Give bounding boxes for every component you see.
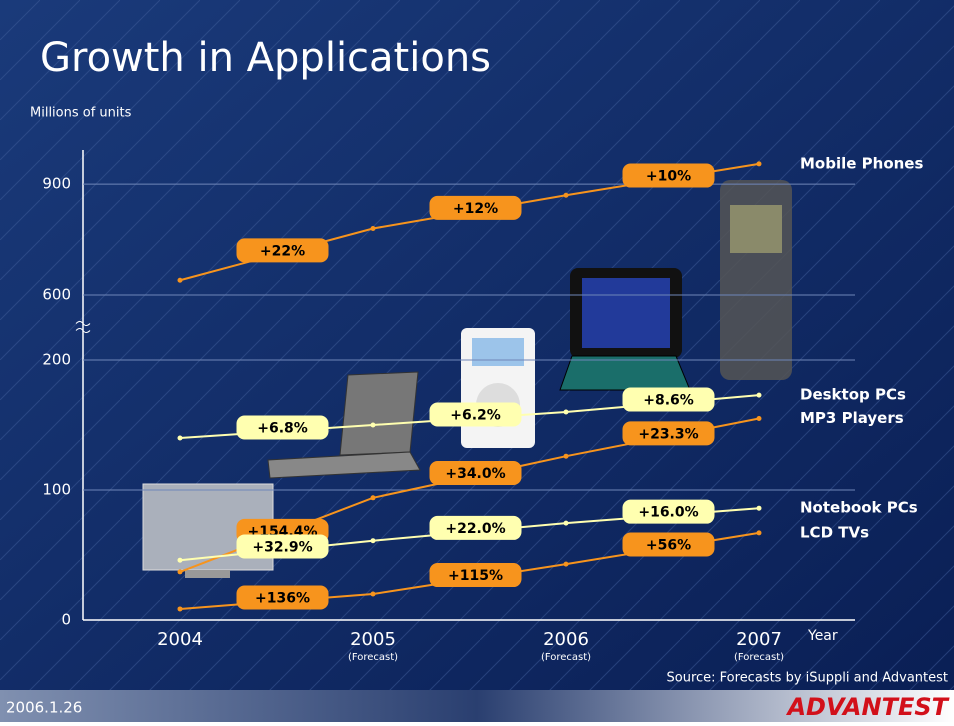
legend-label: LCD TVs	[800, 523, 869, 541]
y-tick-label: 0	[61, 611, 71, 629]
title: Growth in Applications	[40, 35, 491, 81]
legend-label: MP3 Players	[800, 409, 904, 427]
data-point	[563, 192, 569, 198]
y-tick-label: 100	[42, 481, 71, 499]
x-sublabel: (Forecast)	[348, 652, 398, 663]
growth-label-box	[429, 461, 522, 485]
data-point	[563, 453, 569, 459]
source: Source: Forecasts by iSuppli and Advante…	[667, 671, 949, 686]
growth-label-box	[622, 163, 715, 188]
x-tick-label: 2004	[157, 629, 203, 650]
growth-label-box	[429, 563, 522, 588]
x-tick-label: 2005	[350, 629, 396, 650]
data-point	[563, 561, 569, 567]
growth-label: +22%	[260, 243, 305, 259]
data-point	[370, 226, 376, 231]
x-sublabel: (Forecast)	[734, 652, 784, 663]
axis-break	[75, 321, 91, 333]
data-point	[370, 495, 376, 501]
growth-label-box	[236, 238, 329, 263]
growth-label-box	[429, 402, 522, 427]
growth-label-box	[236, 415, 329, 440]
growth-label-box	[429, 195, 522, 220]
logo: ADVANTEST	[785, 693, 949, 721]
y-tick-label: 600	[42, 286, 71, 304]
growth-label: +56%	[646, 538, 691, 554]
growth-label-box	[622, 499, 715, 524]
y-tick-label: 900	[42, 175, 71, 193]
x-tick-label: 2006	[543, 629, 589, 650]
data-point	[756, 530, 762, 536]
growth-label: +12%	[453, 201, 498, 217]
data-point	[177, 557, 183, 563]
data-point	[563, 520, 569, 526]
illustrations	[142, 180, 792, 578]
growth-label-box	[236, 534, 329, 559]
data-point	[370, 538, 376, 544]
growth-label: +136%	[255, 590, 310, 606]
legend-label: Mobile Phones	[800, 154, 923, 172]
growth-label-box	[429, 515, 522, 540]
footer-bar	[0, 690, 954, 722]
growth-label-box	[622, 532, 715, 557]
growth-label: +6.8%	[257, 421, 308, 437]
y-tick-label: 200	[42, 351, 71, 369]
growth-label: +115%	[448, 568, 503, 584]
growth-label: +6.2%	[450, 408, 501, 424]
growth-label: +34.0%	[445, 466, 505, 482]
growth-label: +32.9%	[252, 539, 312, 555]
data-point	[756, 505, 762, 511]
data-point	[563, 409, 569, 415]
x-sublabel: (Forecast)	[541, 652, 591, 663]
growth-label-box	[622, 421, 715, 446]
x-tick-label: 2007	[736, 629, 782, 650]
data-point	[756, 416, 762, 421]
growth-label: +22.0%	[445, 521, 505, 537]
growth-label-box	[236, 585, 329, 610]
data-point	[177, 277, 183, 283]
data-point	[177, 569, 183, 575]
growth-label: +8.6%	[643, 393, 694, 409]
date: 2006.1.26	[6, 699, 82, 717]
y-label: Millions of units	[30, 106, 132, 121]
data-point	[177, 606, 183, 612]
data-point	[370, 422, 376, 428]
legend-label: Desktop PCs	[800, 386, 906, 404]
data-point	[756, 161, 762, 167]
data-point	[177, 435, 183, 441]
x-label: Year	[807, 628, 838, 644]
growth-label-box	[622, 387, 715, 412]
growth-label: +10%	[646, 169, 691, 185]
growth-label: +16.0%	[638, 505, 698, 521]
data-point	[370, 591, 376, 597]
legend-label: Notebook PCs	[800, 499, 918, 517]
growth-label: +23.3%	[638, 426, 698, 442]
data-point	[756, 392, 762, 398]
